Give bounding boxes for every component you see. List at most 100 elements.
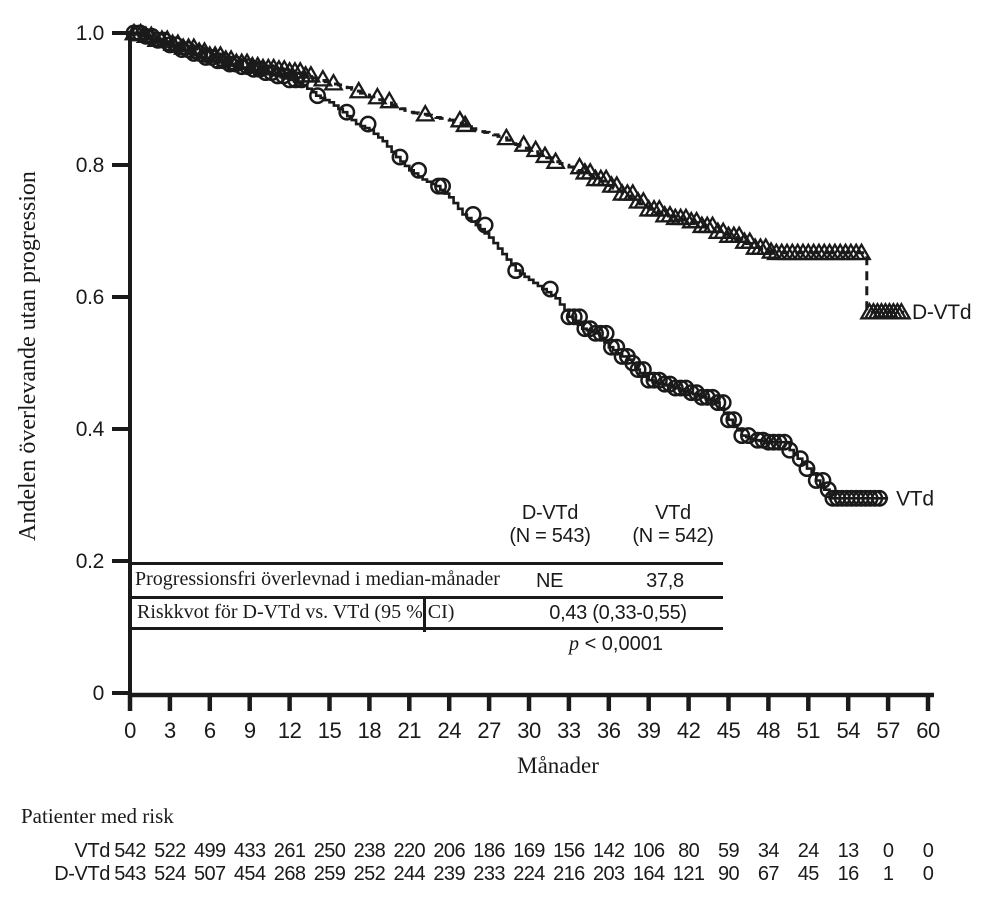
censor-circle [656,375,674,393]
risk-count: 543 [114,863,146,885]
risk-count: 16 [837,863,860,885]
risk-count: 261 [273,840,306,862]
x-tick-label: 3 [164,718,176,743]
censor-marks-vtd [125,24,888,507]
censor-circle [541,280,559,298]
censor-circle [725,411,743,429]
censor-triangle [379,90,400,109]
risk-count: 220 [393,840,426,862]
x-tick-label: 9 [244,718,256,743]
censor-circle [861,489,879,507]
censor-circle [666,379,684,397]
censor-circle [759,433,777,451]
stats-col-dvtd-name: D-VTd [521,502,579,524]
censor-circle [672,379,690,397]
censor-triangle [323,72,344,91]
censor-circle [807,472,825,489]
censor-circle [781,441,799,459]
censor-circle [733,427,751,445]
y-tick-label: 0 [93,682,104,705]
censor-circle [814,472,832,489]
risk-count: 121 [672,863,705,885]
risk-count: 433 [233,840,266,862]
censor-circle [209,52,227,70]
risk-count: 186 [473,840,505,862]
censor-triangle [513,134,534,152]
censor-circle [281,71,299,89]
stats-rule-mid [130,596,723,599]
risk-count: 0 [922,863,934,885]
censor-circle [608,338,626,356]
risk-table-title: Patienter med risk [21,804,174,828]
x-tick-label: 21 [398,718,422,743]
censor-circle [257,64,275,82]
risk-count: 67 [757,863,780,885]
p-value: p < 0,0001 [569,633,663,656]
x-tick-label: 36 [597,718,621,743]
stats-rule-top [130,562,723,565]
risk-count: 454 [233,863,266,885]
stats-col-dvtd-n: (N = 543) [509,525,591,547]
censor-circle [677,379,695,397]
risk-count: 45 [797,863,820,885]
risk-count: 13 [837,840,860,862]
y-axis-label: Andelen överlevande utan progression [15,171,41,541]
censor-triangle [415,103,436,122]
risk-count: 59 [717,840,740,862]
risk-count: 238 [353,840,386,862]
stats-col-vtd-name: VTd [655,502,691,524]
stats-row1-label: Progressionsfri överlevnad i median-måna… [135,568,500,590]
censor-circle [688,384,706,402]
y-tick-label: 1.0 [76,22,104,45]
censor-circle [597,324,615,342]
risk-count: 0 [922,840,934,862]
censor-circle [464,206,482,223]
km-chart: 1.00.80.60.40.200 3 6 9 12 15 18 21 24 27 30 33 36 39… [76,22,972,743]
censor-circle [798,460,816,478]
risk-count: 524 [154,863,186,885]
series-vtd: VTd [125,24,934,510]
risk-count: 252 [353,863,386,885]
risk-count: 0 [882,840,894,862]
censor-circle [565,308,583,326]
risk-count: 90 [717,863,740,885]
x-tick-label: 12 [278,718,302,743]
x-tick-label: 60 [916,718,940,743]
risk-count: 1 [882,863,894,885]
censor-triangle [659,204,681,223]
x-axis-label: Månader [517,753,599,778]
censor-triangle [312,68,334,87]
censor-circle [221,55,239,73]
stats-row1-dvtd-value: NE [536,570,564,592]
censor-circle [592,324,610,342]
censor-circle [233,58,251,76]
stats-col-header-dvtd: D-VTd (N = 543) [509,502,591,548]
censor-circle [560,308,578,326]
censor-circle [770,433,788,451]
x-tick-label: 54 [836,718,860,743]
censor-circle [871,489,888,507]
stats-col-header-vtd: VTd (N = 542) [632,502,714,548]
risk-count: 250 [313,840,346,862]
p-value-number: < 0,0001 [579,633,663,655]
risk-count: 542 [114,840,146,862]
risk-count: 522 [154,840,186,862]
risk-count: 244 [393,863,426,885]
censor-circle [309,87,326,105]
censor-circle [866,489,884,507]
stats-divider-bar [423,596,426,632]
risk-count: 507 [194,863,226,885]
censor-circle [714,394,732,412]
censor-circle [709,394,727,412]
censor-triangle [525,139,546,158]
censor-circle [682,384,700,402]
censor-circle [410,161,428,179]
censor-circle [720,411,737,429]
y-tick-label: 0.8 [76,154,104,177]
risk-count: 164 [632,863,665,885]
censor-triangle [622,183,643,201]
risk-count: 34 [757,840,780,862]
censor-circle [507,262,525,280]
censor-circle [581,320,599,338]
censor-circle [434,177,451,195]
